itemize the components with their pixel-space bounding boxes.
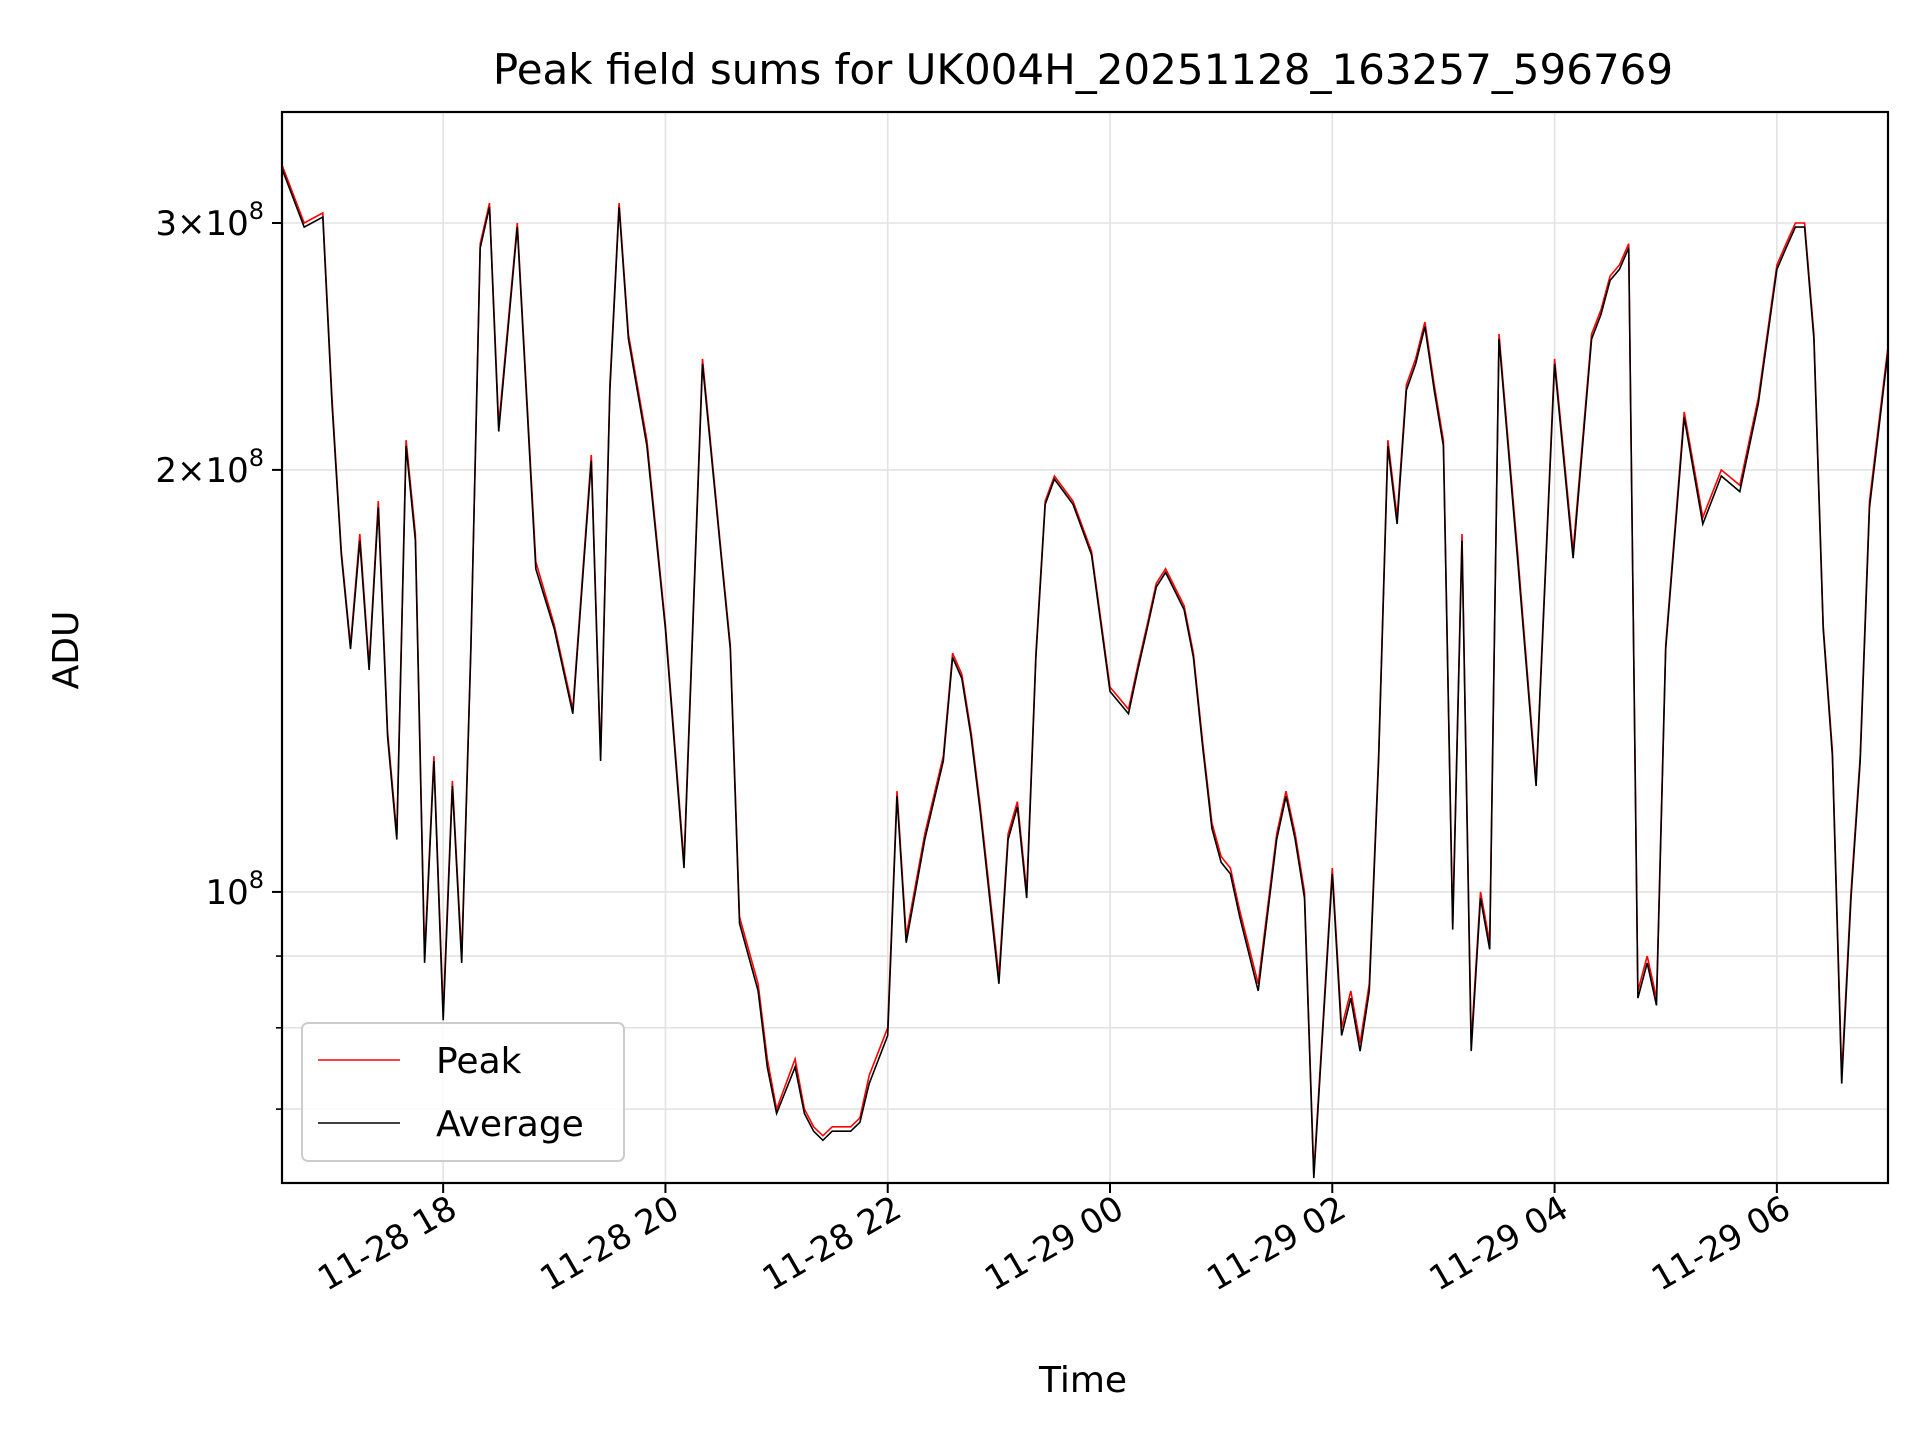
series-layer bbox=[281, 164, 1889, 1179]
y-tick-label: 2×108 bbox=[155, 444, 264, 491]
legend-box bbox=[301, 1022, 625, 1162]
legend-average-label: Average bbox=[436, 1104, 584, 1145]
average-series-line bbox=[281, 168, 1889, 1179]
y-tick-label: 3×108 bbox=[155, 197, 264, 244]
y-axis-label: ADU bbox=[46, 611, 87, 690]
legend: Peak Average bbox=[301, 1022, 625, 1162]
y-tick-label: 108 bbox=[205, 866, 264, 913]
x-axis-label: Time bbox=[1038, 1360, 1127, 1401]
legend-peak-label: Peak bbox=[436, 1041, 522, 1082]
plot-frame bbox=[280, 110, 1890, 1185]
chart-title: Peak field sums for UK004H_20251128_1632… bbox=[493, 45, 1673, 94]
